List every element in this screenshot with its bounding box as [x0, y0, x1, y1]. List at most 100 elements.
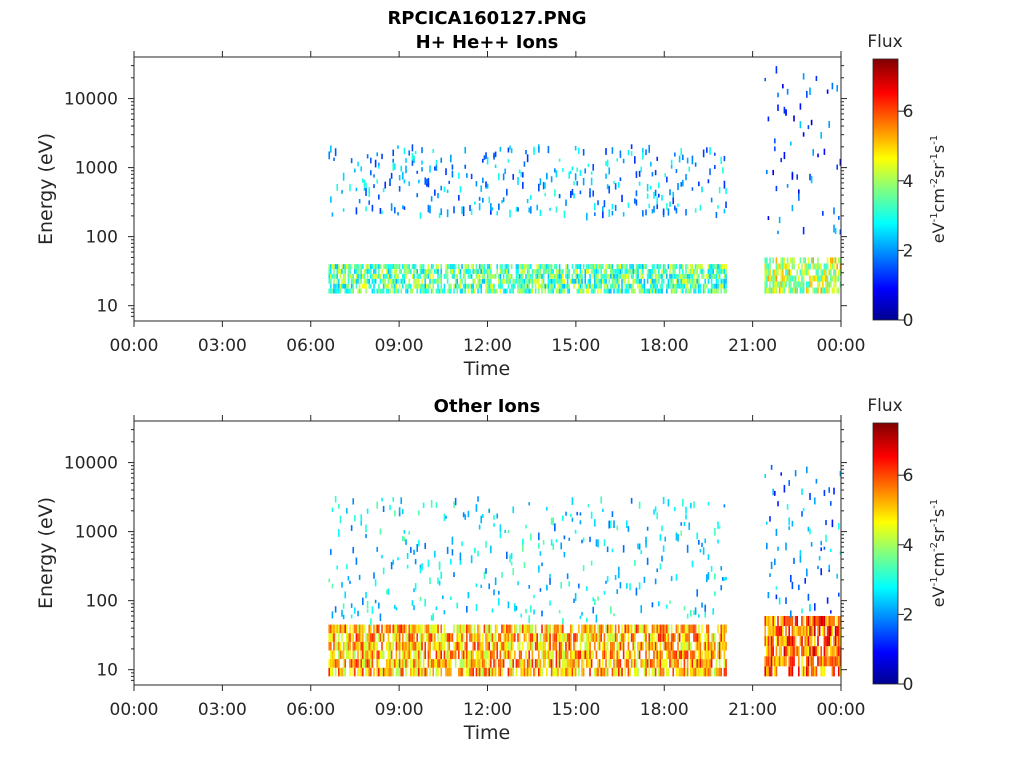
flux-cell — [357, 659, 359, 668]
flux-cell — [400, 641, 403, 651]
flux-cell — [453, 283, 455, 289]
flux-cell — [397, 145, 399, 149]
flux-cell — [563, 659, 566, 668]
flux-cell — [809, 604, 811, 612]
flux-cell — [782, 656, 784, 667]
flux-cell — [432, 273, 435, 279]
flux-cell — [606, 288, 609, 294]
flux-cell — [780, 472, 783, 476]
flux-cell — [488, 196, 491, 204]
flux-cell — [480, 283, 483, 289]
flux-cell — [662, 497, 665, 505]
flux-cell — [699, 264, 702, 270]
flux-cell — [355, 264, 358, 270]
flux-cell — [421, 269, 423, 274]
flux-cell — [616, 589, 619, 594]
flux-cell — [685, 283, 687, 289]
flux-cell — [783, 287, 786, 294]
flux-cell — [661, 283, 663, 289]
flux-cell — [453, 273, 455, 279]
flux-cell — [650, 659, 652, 668]
flux-cell — [680, 148, 683, 156]
flux-cell — [651, 172, 654, 177]
flux-cell — [429, 205, 431, 214]
flux-cell — [581, 288, 583, 294]
flux-cell — [775, 185, 778, 192]
flux-cell — [379, 273, 382, 279]
flux-cell — [791, 257, 794, 264]
flux-cell — [531, 288, 534, 294]
flux-cell — [659, 633, 662, 642]
flux-cell — [341, 650, 343, 660]
flux-cell — [600, 633, 603, 642]
flux-cell — [694, 659, 697, 668]
flux-cell — [650, 283, 652, 289]
flux-cell — [594, 288, 596, 294]
flux-cell — [823, 546, 826, 550]
flux-cell — [355, 633, 358, 642]
flux-cell — [698, 539, 700, 545]
flux-cell — [605, 273, 607, 279]
flux-cell — [358, 659, 361, 668]
flux-cell — [539, 659, 542, 668]
flux-cell — [796, 281, 799, 288]
flux-cell — [828, 564, 831, 571]
flux-cell — [709, 288, 711, 294]
flux-cell — [411, 144, 414, 152]
flux-cell — [464, 264, 467, 270]
flux-cell — [712, 283, 715, 289]
flux-cell — [766, 542, 768, 550]
flux-cell — [478, 269, 481, 274]
flux-cell — [486, 624, 489, 634]
flux-cell — [507, 641, 510, 651]
flux-cell — [552, 641, 555, 651]
flux-cell — [621, 273, 623, 279]
flux-cell — [427, 559, 430, 568]
flux-cell — [590, 633, 593, 642]
flux-cell — [658, 601, 660, 607]
flux-cell — [376, 273, 379, 279]
flux-cell — [565, 511, 567, 516]
flux-cell — [653, 633, 655, 642]
flux-cell — [462, 269, 465, 274]
flux-cell — [642, 641, 644, 651]
flux-cell — [611, 633, 614, 642]
flux-cell — [360, 633, 363, 642]
flux-cell — [814, 646, 816, 657]
flux-cell — [610, 283, 612, 289]
flux-cell — [710, 278, 713, 284]
flux-cell — [413, 641, 415, 651]
flux-cell — [769, 666, 771, 677]
flux-cell — [470, 650, 473, 660]
flux-cell — [807, 656, 810, 667]
flux-cell — [360, 278, 363, 284]
flux-cell — [419, 567, 422, 574]
flux-cell — [430, 288, 433, 294]
flux-cell — [712, 608, 715, 615]
flux-cell — [530, 533, 532, 541]
flux-cell — [817, 656, 819, 667]
flux-cell — [590, 511, 593, 519]
flux-cell — [594, 278, 596, 284]
flux-cell — [646, 641, 649, 651]
flux-cell — [518, 659, 521, 668]
flux-cell — [595, 614, 598, 623]
flux-cell — [510, 273, 513, 279]
flux-cell — [627, 150, 630, 156]
flux-cell — [462, 624, 465, 634]
flux-cell — [430, 633, 433, 642]
flux-cell — [766, 169, 768, 175]
flux-cell — [626, 520, 628, 529]
flux-cell — [810, 646, 813, 657]
flux-cell — [582, 149, 585, 156]
flux-cell — [482, 659, 484, 668]
flux-cell — [718, 283, 721, 289]
flux-cell — [381, 667, 383, 677]
x-tick-label: 18:00 — [640, 336, 689, 356]
flux-cell — [725, 201, 727, 209]
flux-cell — [446, 641, 449, 651]
flux-cell — [530, 624, 532, 634]
flux-cell — [490, 650, 492, 660]
flux-cell — [445, 269, 447, 274]
flux-cell — [379, 650, 382, 660]
